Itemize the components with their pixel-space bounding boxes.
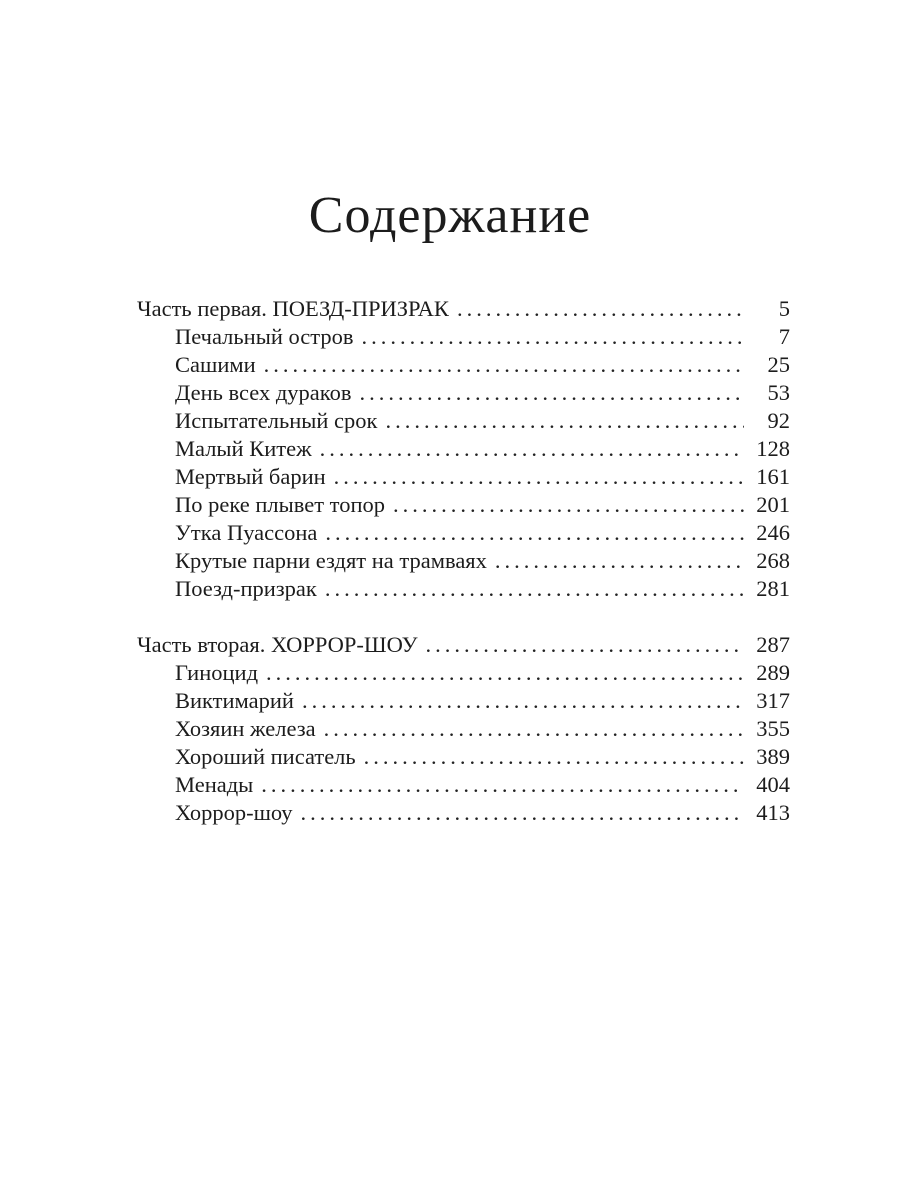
toc-entry-label: Хоррор-шоу [175, 800, 293, 825]
toc-part-heading: Часть первая. ПОЕЗД-ПРИЗРАК 5 [137, 295, 790, 323]
toc-entry: Крутые парни ездят на трамваях 268 [137, 547, 790, 575]
dot-leader [385, 491, 744, 519]
toc-entry: Мертвый барин 161 [137, 463, 790, 491]
toc-entry: Гиноцид 289 [137, 659, 790, 687]
dot-leader [293, 799, 744, 827]
toc-entry-label: Хороший писатель [175, 744, 356, 769]
dot-leader [326, 463, 744, 491]
toc-entry: Хоррор-шоу 413 [137, 799, 790, 827]
toc-entry-page: 268 [756, 548, 790, 573]
toc-entry-page: 355 [756, 716, 790, 741]
toc-entry-page: 289 [756, 660, 790, 685]
dot-leader [356, 743, 744, 771]
toc-entry: Менады 404 [137, 771, 790, 799]
toc-entry: Поезд-призрак 281 [137, 575, 790, 603]
page-title: Содержание [308, 187, 592, 244]
toc-entry: Сашими 25 [137, 351, 790, 379]
toc-entry-label: Малый Китеж [175, 436, 312, 461]
toc-entry: По реке плывет топор 201 [137, 491, 790, 519]
toc-entry-page: 404 [756, 772, 790, 797]
dot-leader [253, 771, 744, 799]
dot-leader [312, 435, 744, 463]
toc-entry-label: Виктимарий [175, 688, 294, 713]
toc-entry-page: 53 [767, 380, 791, 405]
toc-entry-label: Утка Пуассона [175, 520, 318, 545]
toc-entry-page: 246 [756, 520, 790, 545]
toc-entry: Малый Китеж 128 [137, 435, 790, 463]
toc-entry-label: Сашими [175, 352, 256, 377]
toc-entry-label: Испытательный срок [175, 408, 378, 433]
toc-part-heading-page: 287 [756, 632, 790, 657]
toc-entry-label: Менады [175, 772, 254, 797]
dot-leader [487, 547, 744, 575]
toc: Часть первая. ПОЕЗД-ПРИЗРАК 5 Печальный … [137, 295, 790, 827]
toc-entry: День всех дураков 53 [137, 379, 790, 407]
toc-part-heading-label: Часть первая. ПОЕЗД-ПРИЗРАК [137, 296, 449, 321]
toc-entry: Хозяин железа 355 [137, 715, 790, 743]
toc-entry-page: 25 [767, 352, 791, 377]
toc-entry: Виктимарий 317 [137, 687, 790, 715]
toc-entry-label: Крутые парни ездят на трамваях [175, 548, 487, 573]
toc-part-heading-label: Часть вторая. ХОРРОР-ШОУ [137, 632, 418, 657]
toc-entry: Печальный остров 7 [137, 323, 790, 351]
toc-entry-page: 389 [756, 744, 790, 769]
dot-leader [258, 659, 744, 687]
toc-entry: Утка Пуассона 246 [137, 519, 790, 547]
toc-entry-page: 201 [756, 492, 790, 517]
dot-leader [316, 715, 744, 743]
toc-entry-page: 281 [756, 576, 790, 601]
toc-entry-page: 7 [778, 324, 790, 349]
dot-leader [317, 575, 744, 603]
toc-section: Часть первая. ПОЕЗД-ПРИЗРАК 5 Печальный … [137, 295, 790, 603]
toc-entry-page: 128 [756, 436, 790, 461]
toc-section: Часть вторая. ХОРРОР-ШОУ 287 Гиноцид 289… [137, 631, 790, 827]
toc-entry-label: Мертвый барин [175, 464, 326, 489]
toc-entry-label: Печальный остров [175, 324, 354, 349]
toc-part-heading-page: 5 [778, 296, 790, 321]
toc-part-heading: Часть вторая. ХОРРОР-ШОУ 287 [137, 631, 790, 659]
toc-entry-page: 413 [756, 800, 790, 825]
toc-entry: Испытательный срок 92 [137, 407, 790, 435]
dot-leader [294, 687, 744, 715]
toc-entry-label: По реке плывет топор [175, 492, 385, 517]
dot-leader [351, 379, 744, 407]
dot-leader [256, 351, 744, 379]
toc-entry-page: 92 [767, 408, 791, 433]
toc-entry-label: Хозяин железа [175, 716, 316, 741]
toc-entry: Хороший писатель 389 [137, 743, 790, 771]
dot-leader [418, 631, 744, 659]
dot-leader [449, 295, 744, 323]
toc-entry-label: Поезд-призрак [175, 576, 317, 601]
toc-entry-page: 317 [756, 688, 790, 713]
toc-entry-label: Гиноцид [175, 660, 259, 685]
dot-leader [317, 519, 744, 547]
dot-leader [377, 407, 744, 435]
dot-leader [354, 323, 744, 351]
toc-entry-page: 161 [756, 464, 790, 489]
toc-entry-label: День всех дураков [175, 380, 352, 405]
